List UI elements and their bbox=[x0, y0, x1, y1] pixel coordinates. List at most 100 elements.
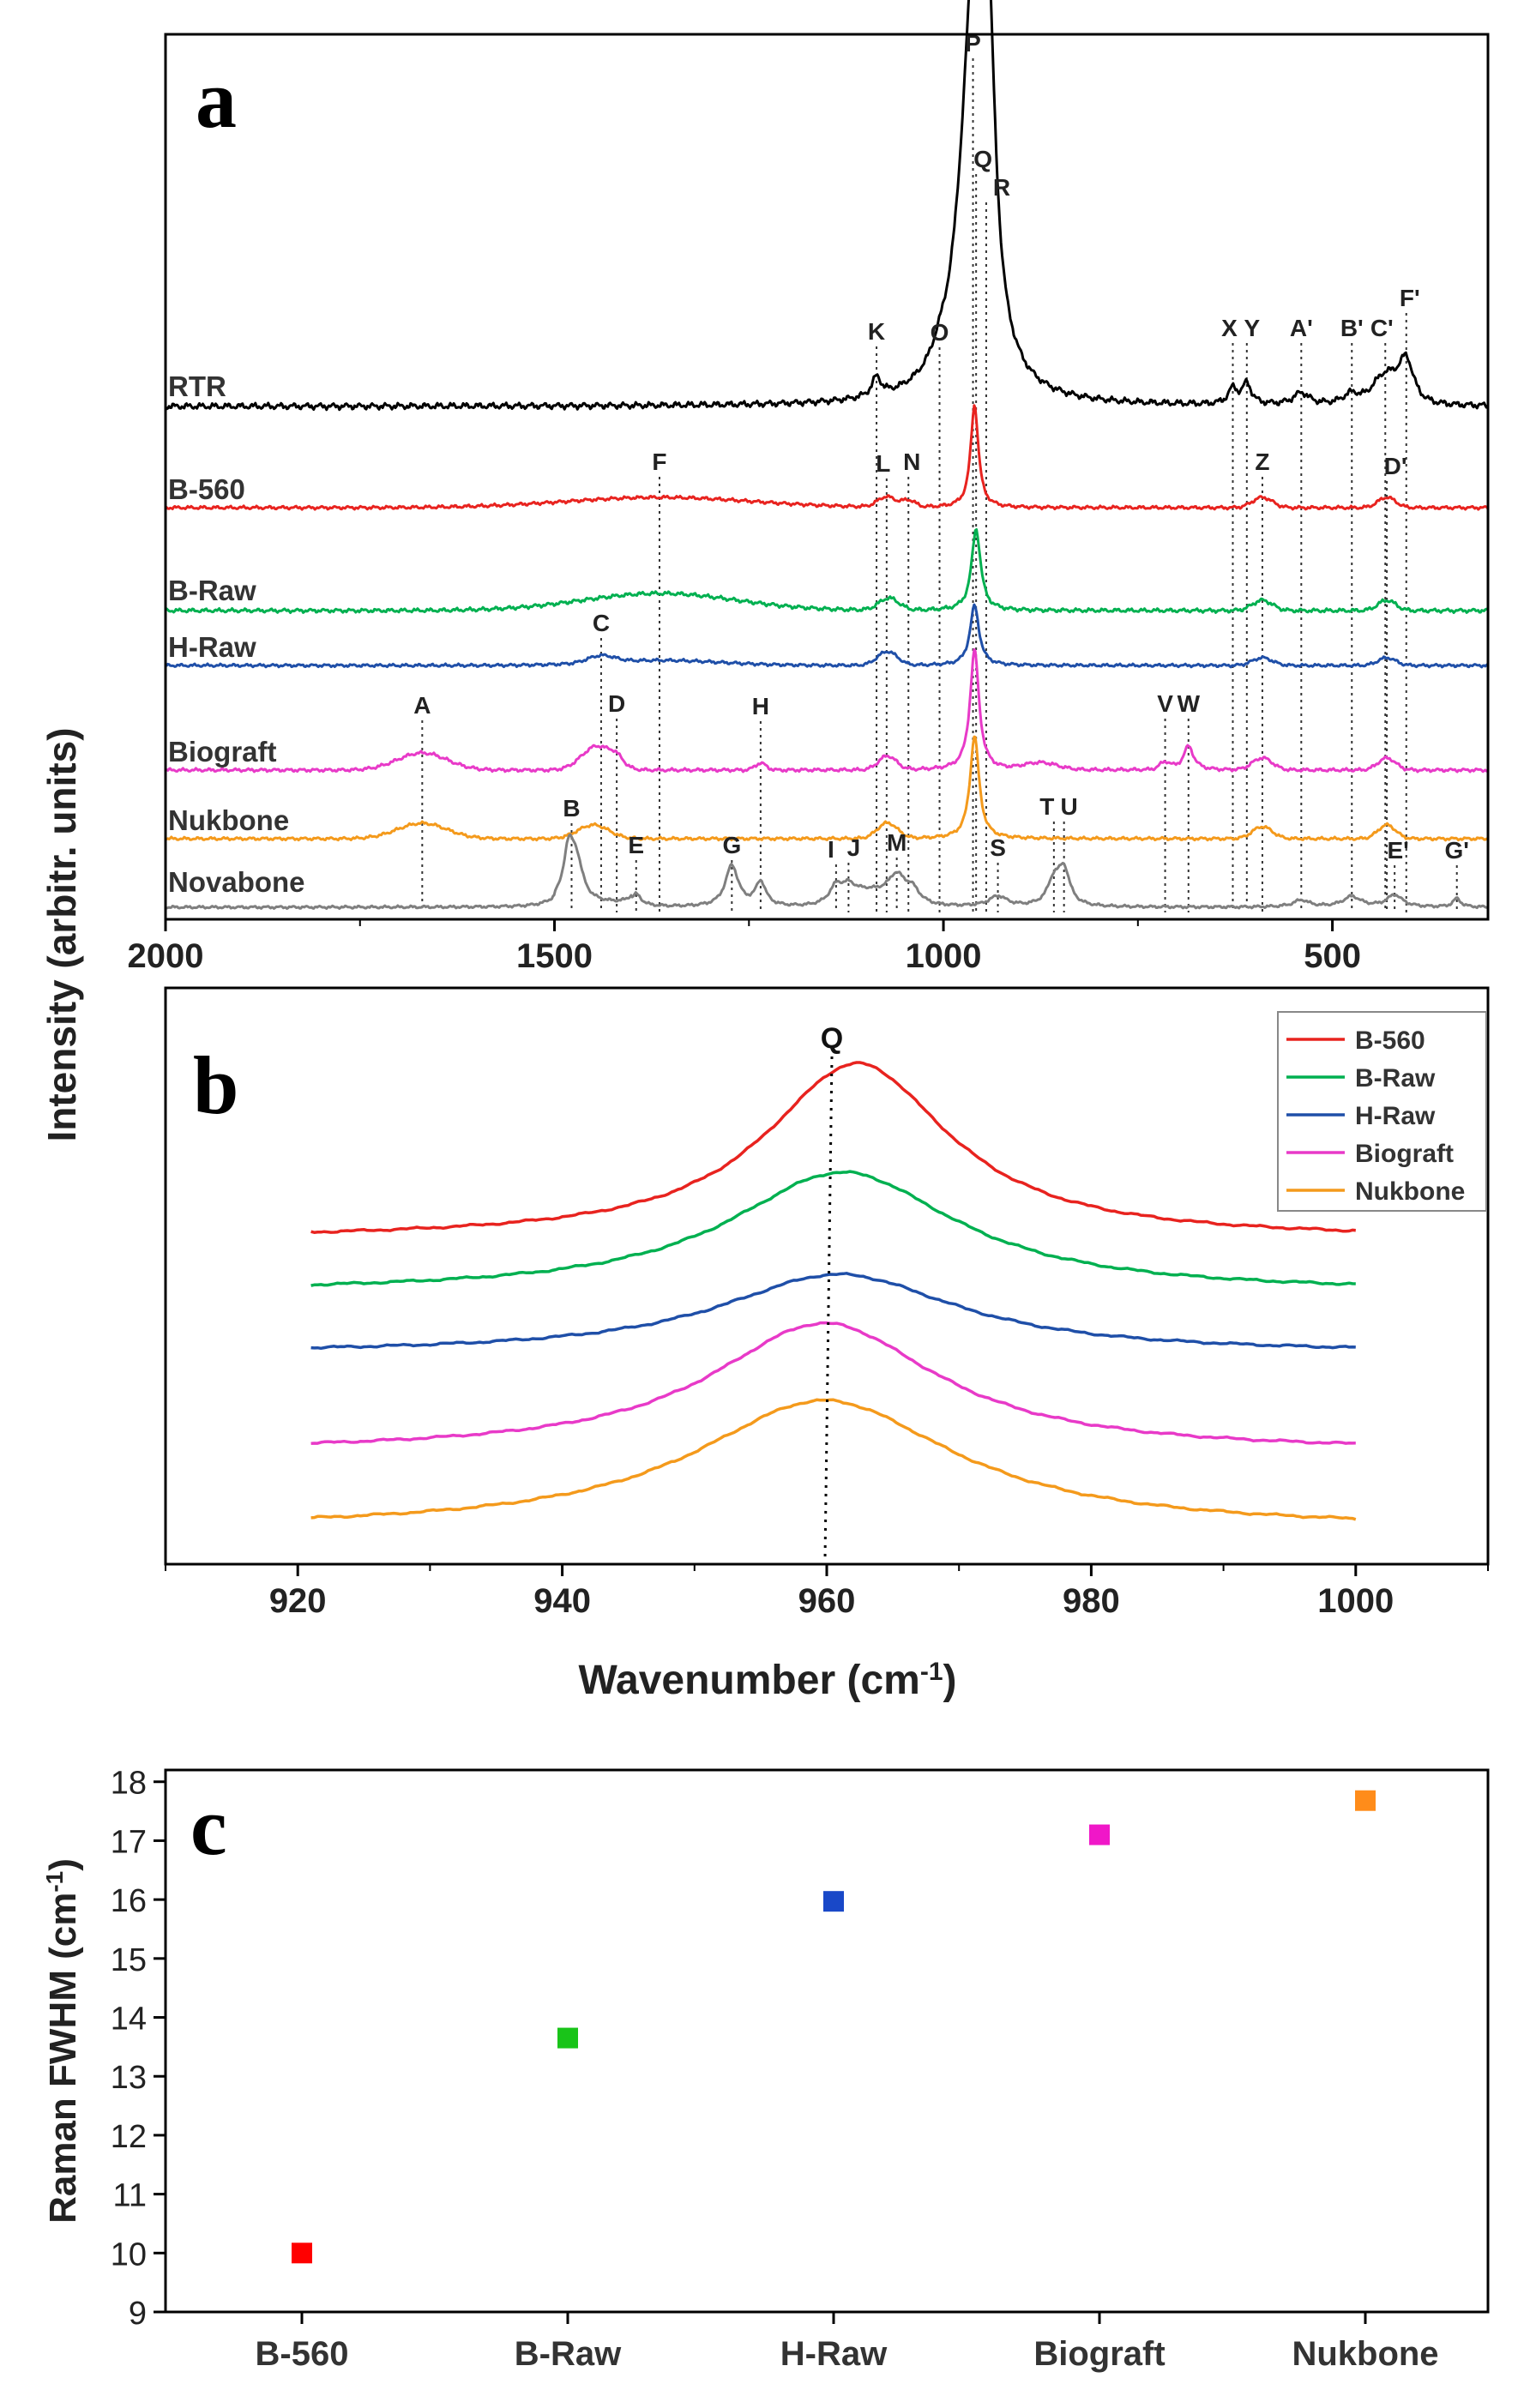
fwhm-point-nukbone bbox=[1355, 1790, 1376, 1811]
c-ytick-label: 15 bbox=[111, 1942, 147, 1978]
peak-label-g: G bbox=[722, 832, 741, 858]
c-ytick-label: 12 bbox=[111, 2119, 147, 2155]
peak-label-n: N bbox=[903, 448, 920, 475]
panel-c-frame bbox=[164, 1768, 1490, 2314]
c-ytick-label: 16 bbox=[111, 1883, 147, 1919]
c-ytick-label: 10 bbox=[111, 2236, 147, 2273]
peak-label-j: J bbox=[847, 834, 861, 861]
c-xtick-label-b-raw: B-Raw bbox=[515, 2335, 622, 2373]
panel-b-label: b bbox=[193, 1039, 238, 1131]
legend-label-b-raw: B-Raw bbox=[1355, 1064, 1436, 1093]
peak-label-m: M bbox=[887, 829, 907, 856]
peak-label-v: V bbox=[1157, 690, 1173, 717]
spectrum-b-raw bbox=[164, 528, 1489, 614]
spectrum-nukbone bbox=[165, 735, 1489, 842]
peak-label-b-prime: B' bbox=[1340, 315, 1364, 341]
c-ytick-label: 13 bbox=[111, 2060, 147, 2096]
peak-label-b: B bbox=[563, 795, 580, 822]
b-tick-label: 920 bbox=[269, 1582, 327, 1620]
a-tick-label: 500 bbox=[1304, 937, 1361, 975]
panel-b-x-ticks: 920 940 960 980 1000 bbox=[165, 1564, 1489, 1620]
series-label-rtr: RTR bbox=[168, 370, 226, 402]
intensity-axis-label: Intensity (arbitr. units) bbox=[39, 727, 84, 1141]
series-label-b-raw: B-Raw bbox=[168, 575, 256, 606]
peak-label-c-prime: C' bbox=[1370, 315, 1394, 341]
peak-label-g-prime: G' bbox=[1444, 837, 1468, 864]
panel-c-label: c bbox=[190, 1780, 227, 1872]
peak-label-q: Q bbox=[973, 146, 992, 172]
peak-label-p: P bbox=[965, 30, 981, 57]
peak-label-x: X bbox=[1221, 315, 1238, 341]
series-label-b-560: B-560 bbox=[168, 473, 245, 505]
zoom-curve-nukbone bbox=[310, 1398, 1357, 1521]
c-ytick-label: 14 bbox=[111, 2002, 147, 2038]
peak-label-a-prime: A' bbox=[1290, 315, 1313, 341]
panel-c-fwhm: 9 10 11 12 13 14 15 16 17 18 B-560 B-Raw H-Raw Biogr… bbox=[41, 1766, 1490, 2373]
fwhm-axis-label: Raman FWHM (cm-1) bbox=[41, 1858, 85, 2224]
spectrum-h-raw bbox=[165, 603, 1489, 669]
zoom-curve-biograft bbox=[310, 1321, 1356, 1446]
peak-label-e: E bbox=[628, 832, 644, 858]
wavenumber-axis-label: Wavenumber (cm-1) bbox=[579, 1658, 957, 1704]
spectrum-rtr bbox=[164, 0, 1489, 412]
peak-label-o: O bbox=[931, 319, 949, 346]
c-xtick-label-biograft: Biograft bbox=[1033, 2335, 1165, 2373]
a-tick-label: 1500 bbox=[516, 937, 593, 975]
fwhm-point-b-raw bbox=[557, 2027, 578, 2049]
series-label-novabone: Novabone bbox=[168, 866, 305, 898]
peak-label-z: Z bbox=[1255, 448, 1269, 475]
panel-b-q-peak-zoom: Q 920 940 960 980 1000 B-560 B-Raw H-Raw Biogra… bbox=[164, 986, 1490, 1620]
peak-label-k: K bbox=[868, 318, 885, 345]
peak-guide-lines bbox=[421, 58, 1458, 912]
zoom-curve-b-raw bbox=[310, 1170, 1356, 1287]
panel-c-y-ticks: 9 10 11 12 13 14 15 16 17 18 bbox=[111, 1766, 166, 2332]
b-tick-label: 960 bbox=[798, 1582, 856, 1620]
peak-label-u: U bbox=[1061, 793, 1078, 820]
c-xtick-label-h-raw: H-Raw bbox=[780, 2335, 888, 2373]
zoom-curves bbox=[310, 1061, 1357, 1521]
b-tick-label: 1000 bbox=[1317, 1582, 1394, 1620]
c-ytick-label: 9 bbox=[129, 2296, 147, 2332]
zoom-curve-h-raw bbox=[310, 1272, 1356, 1351]
series-label-nukbone: Nukbone bbox=[168, 804, 289, 836]
peak-label-t: T bbox=[1039, 793, 1054, 820]
peak-label-h: H bbox=[752, 693, 769, 719]
peak-label-l: L bbox=[876, 450, 890, 477]
c-ytick-label: 17 bbox=[111, 1824, 147, 1860]
zoom-curve-b-560 bbox=[310, 1061, 1356, 1234]
c-xtick-label-b-560: B-560 bbox=[256, 2335, 349, 2373]
legend-label-h-raw: H-Raw bbox=[1355, 1102, 1436, 1130]
legend-label-b-560: B-560 bbox=[1355, 1026, 1425, 1055]
peak-label-c: C bbox=[593, 610, 610, 636]
panel-a-frame bbox=[164, 33, 1490, 921]
b-tick-label: 980 bbox=[1063, 1582, 1120, 1620]
legend-label-biograft: Biograft bbox=[1355, 1140, 1454, 1168]
a-tick-label: 2000 bbox=[128, 937, 204, 975]
series-label-biograft: Biograft bbox=[168, 736, 277, 768]
q-reference-label: Q bbox=[821, 1022, 843, 1055]
series-labels: RTR B-560 B-Raw H-Raw Biograft Nukbone Novabon… bbox=[168, 370, 305, 898]
peak-label-y: Y bbox=[1244, 315, 1260, 341]
fwhm-point-h-raw bbox=[823, 1891, 844, 1912]
panel-a-x-ticks: 2000 1500 1000 500 bbox=[128, 919, 1361, 975]
peak-labels: A B C D E F G H I J K L M N O P QR S T U V W X Y Z A' B' C' D' E' F' G' bbox=[413, 30, 1469, 864]
legend-label-nukbone: Nukbone bbox=[1355, 1177, 1465, 1206]
c-ytick-label: 18 bbox=[111, 1766, 147, 1802]
b-tick-label: 940 bbox=[533, 1582, 591, 1620]
spectra-curves bbox=[164, 0, 1489, 910]
fwhm-point-biograft bbox=[1089, 1824, 1110, 1845]
c-xtick-label-nukbone: Nukbone bbox=[1292, 2335, 1438, 2373]
spectrum-biograft bbox=[165, 647, 1489, 774]
panel-a-raman-spectra: A B C D E F G H I J K L M N O P QR S T U V W X Y Z A' B' C' D' E' F' G'… bbox=[128, 0, 1490, 975]
panel-c-x-ticks: B-560 B-Raw H-Raw Biograft Nukbone bbox=[256, 2312, 1439, 2373]
spectrum-novabone bbox=[165, 833, 1489, 910]
peak-label-f: F bbox=[652, 448, 666, 475]
peak-label-d: D bbox=[608, 690, 625, 717]
peak-label-d-prime: D' bbox=[1384, 453, 1407, 479]
legend-box bbox=[1277, 1011, 1487, 1212]
a-tick-label: 1000 bbox=[906, 937, 982, 975]
panel-b-legend: B-560 B-Raw H-Raw Biograft Nukbone bbox=[1277, 1011, 1487, 1212]
fwhm-point-b-560 bbox=[292, 2242, 312, 2264]
c-ytick-label: 11 bbox=[113, 2178, 147, 2214]
